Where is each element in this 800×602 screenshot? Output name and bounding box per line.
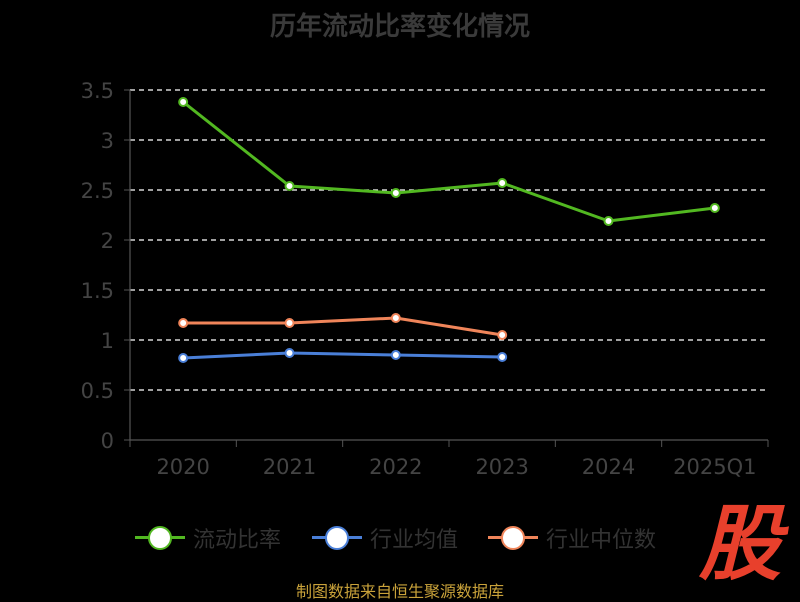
x-tick-label: 2020 xyxy=(156,455,209,479)
data-point xyxy=(390,188,401,198)
data-point xyxy=(284,348,295,358)
y-tick-label: 1 xyxy=(101,329,114,353)
legend-label: 行业中位数 xyxy=(546,528,657,553)
legend-marker-icon xyxy=(312,518,362,558)
brand-logo: 股 xyxy=(699,497,781,592)
data-point xyxy=(178,97,189,107)
data-point xyxy=(178,353,189,363)
x-tick-label: 2021 xyxy=(263,455,316,479)
chart-legend: 流动比率 行业均值 行业中位数 xyxy=(0,518,700,558)
data-point xyxy=(284,318,295,328)
legend-item-industry-mean[interactable]: 行业均值 xyxy=(312,518,458,558)
legend-item-current-ratio[interactable]: 流动比率 xyxy=(135,518,281,558)
x-tick-label: 2022 xyxy=(369,455,422,479)
x-tick-label: 2024 xyxy=(582,455,635,479)
data-source-note: 制图数据来自恒生聚源数据库 xyxy=(295,582,504,601)
data-point xyxy=(284,181,295,191)
y-tick-label: 0 xyxy=(101,429,114,453)
data-point xyxy=(709,203,720,213)
series-line-2 xyxy=(183,316,503,337)
data-point xyxy=(390,313,401,323)
data-point xyxy=(497,352,508,362)
data-point xyxy=(603,216,614,226)
y-tick-label: 2.5 xyxy=(81,179,114,203)
y-tick-label: 2 xyxy=(101,229,114,253)
series-line-1 xyxy=(183,351,503,360)
series-line-0 xyxy=(182,100,715,223)
legend-label: 行业均值 xyxy=(370,528,459,553)
data-point xyxy=(178,318,189,328)
y-tick-label: 0.5 xyxy=(81,379,114,403)
data-point xyxy=(497,330,508,340)
x-tick-label: 2023 xyxy=(475,455,528,479)
chart-title: 历年流动比率变化情况 xyxy=(269,12,530,42)
x-tick-label: 2025Q1 xyxy=(673,455,756,479)
legend-label: 流动比率 xyxy=(193,528,282,553)
y-tick-label: 3.5 xyxy=(81,79,114,103)
data-point xyxy=(497,178,508,188)
data-point xyxy=(390,350,401,360)
y-tick-label: 3 xyxy=(101,129,114,153)
legend-marker-icon xyxy=(135,518,185,558)
legend-item-industry-median[interactable]: 行业中位数 xyxy=(488,518,656,558)
legend-marker-icon xyxy=(488,518,538,558)
y-tick-label: 1.5 xyxy=(81,279,114,303)
